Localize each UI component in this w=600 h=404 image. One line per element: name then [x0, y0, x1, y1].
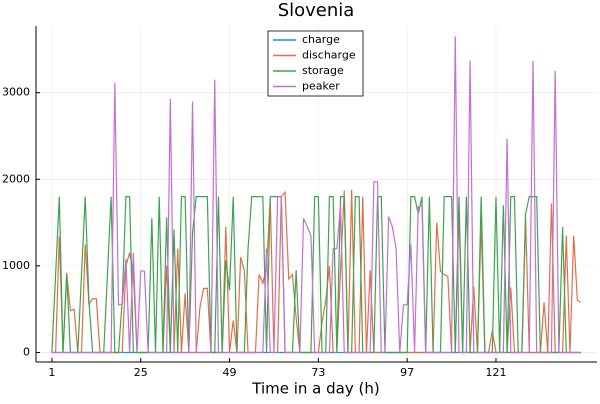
- x-tick-label: 49: [223, 366, 237, 379]
- y-tick-label: 1000: [2, 259, 30, 272]
- x-tick-label: 73: [311, 366, 325, 379]
- y-tick-label: 0: [23, 345, 30, 358]
- legend-label: peaker: [302, 80, 340, 93]
- chart-title: Slovenia: [278, 0, 355, 21]
- legend-label: discharge: [302, 49, 356, 62]
- y-tick-label: 2000: [2, 172, 30, 185]
- series-line: [51, 196, 582, 354]
- x-axis-label: Time in a day (h): [251, 380, 379, 398]
- x-tick-label: 1: [48, 366, 55, 379]
- x-tick-label: 97: [400, 366, 414, 379]
- legend-label: charge: [302, 33, 340, 46]
- series-line: [51, 36, 582, 354]
- legend-label: storage: [302, 64, 344, 77]
- x-tick-label: 121: [485, 366, 506, 379]
- x-tick-label: 25: [134, 366, 148, 379]
- y-tick-label: 3000: [2, 86, 30, 99]
- legend-box: [267, 30, 364, 97]
- legend: charge discharge storage peaker: [267, 30, 364, 97]
